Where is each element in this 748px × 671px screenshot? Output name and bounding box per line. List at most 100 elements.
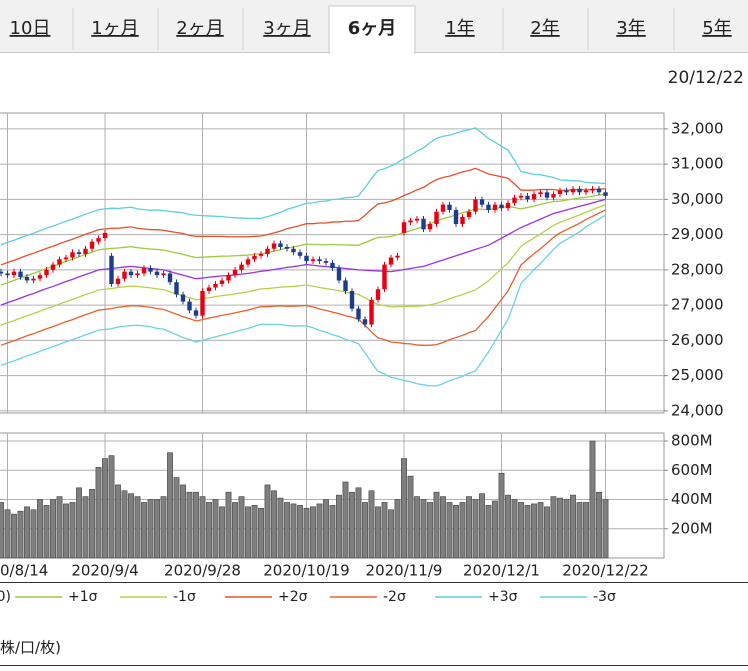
candle-body xyxy=(525,195,530,200)
volume-bar xyxy=(485,505,492,559)
y-tick-label: 30,000 xyxy=(671,190,724,208)
volume-bar xyxy=(108,455,115,559)
volume-bar xyxy=(95,467,102,559)
tab-label[interactable]: 1年 xyxy=(445,18,474,39)
volume-bar xyxy=(459,502,466,559)
x-tick-label: 2020/12/22 xyxy=(562,562,648,580)
candle-body xyxy=(284,246,290,249)
y-tick-label: 24,000 xyxy=(671,401,724,419)
legend-label: -2σ xyxy=(383,589,406,605)
candle-body xyxy=(57,259,62,265)
tab-label[interactable]: 1ヶ月 xyxy=(91,18,138,39)
tab-label[interactable]: 5年 xyxy=(702,18,731,39)
candle-body xyxy=(245,259,251,265)
volume-bar xyxy=(446,502,453,559)
x-tick-label: 0/8/14 xyxy=(0,562,48,580)
candle-body xyxy=(538,192,543,195)
legend-label: -3σ xyxy=(593,589,616,605)
volume-bar xyxy=(368,490,375,559)
volume-bar xyxy=(212,499,219,559)
volume-bar xyxy=(589,440,596,559)
candle-body xyxy=(63,257,69,260)
y-tick-label: 28,000 xyxy=(671,260,724,278)
tab-label[interactable]: 3年 xyxy=(616,18,645,39)
candle-body xyxy=(414,218,420,221)
candle-body xyxy=(479,199,485,205)
volume-bar xyxy=(50,499,56,559)
candle-body xyxy=(596,188,602,193)
tab-label[interactable]: 10日 xyxy=(10,18,51,39)
volume-bar xyxy=(349,491,355,559)
candle-body xyxy=(356,308,361,320)
band-line xyxy=(0,127,606,246)
candle-body xyxy=(200,291,205,316)
volume-bar xyxy=(472,499,479,559)
candle-body xyxy=(193,310,199,316)
tab-active-mask xyxy=(330,51,414,54)
volume-bar xyxy=(381,502,388,559)
tab-label[interactable]: 2ヶ月 xyxy=(176,18,223,39)
volume-bar xyxy=(4,509,11,559)
volume-bar xyxy=(271,490,277,559)
band-line xyxy=(0,193,606,286)
candle-body xyxy=(70,252,75,258)
volume-bar xyxy=(550,496,557,559)
candle-body xyxy=(187,301,192,311)
tab-label[interactable]: 2年 xyxy=(530,18,559,39)
volume-bar xyxy=(557,497,563,559)
y-tick-label: 29,000 xyxy=(671,225,724,243)
candle-body xyxy=(369,299,374,325)
y-tick-label: 26,000 xyxy=(671,331,724,349)
tab-label[interactable]: 6ヶ月 xyxy=(348,18,397,39)
candle-body xyxy=(239,264,244,270)
volume-bar xyxy=(24,506,30,559)
candle-body xyxy=(148,268,153,272)
x-tick-label: 2020/11/9 xyxy=(366,562,443,580)
volume-bar xyxy=(388,509,394,559)
legend-label: +3σ xyxy=(488,589,518,605)
volume-bar xyxy=(563,499,570,559)
volume-bar xyxy=(518,502,524,559)
volume-bar xyxy=(342,481,349,559)
candle-body xyxy=(265,248,270,255)
candle-body xyxy=(167,273,173,283)
volume-bar xyxy=(63,503,69,559)
y-tick-label: 31,000 xyxy=(671,155,724,173)
volume-bar xyxy=(147,499,154,559)
volume-bar xyxy=(219,506,225,559)
volume-bar xyxy=(407,475,414,559)
volume-bar xyxy=(583,502,589,559)
y-tick-label: 27,000 xyxy=(671,296,724,314)
candle-body xyxy=(583,190,589,193)
volume-bar xyxy=(43,505,50,559)
candle-body xyxy=(76,252,82,255)
candle-body xyxy=(453,209,459,225)
volume-bar xyxy=(427,502,433,559)
candle-body xyxy=(603,192,608,196)
tab-label[interactable]: 3ヶ月 xyxy=(263,18,310,39)
candle-body xyxy=(31,278,36,281)
candle-body xyxy=(466,211,472,217)
candle-body xyxy=(330,262,335,269)
candle-body xyxy=(343,280,348,292)
candle-body xyxy=(232,269,238,276)
volume-bar xyxy=(531,503,537,559)
band-line xyxy=(0,214,606,387)
candle-body xyxy=(83,248,88,255)
candle-body xyxy=(24,276,30,281)
footer-note: 株/口/枚) xyxy=(0,639,61,657)
volume-bar xyxy=(225,491,232,559)
volume-bar xyxy=(297,505,303,559)
volume-bar xyxy=(498,472,505,559)
volume-bar xyxy=(251,505,258,559)
volume-bar xyxy=(290,503,297,559)
y-tick-label: 600M xyxy=(671,461,713,479)
volume-bar xyxy=(570,494,576,559)
candle-body xyxy=(18,271,23,277)
candle-body xyxy=(551,194,556,198)
candle-body xyxy=(174,282,179,295)
candle-body xyxy=(109,255,114,284)
candle-body xyxy=(0,271,4,274)
volume-bar xyxy=(128,493,134,559)
